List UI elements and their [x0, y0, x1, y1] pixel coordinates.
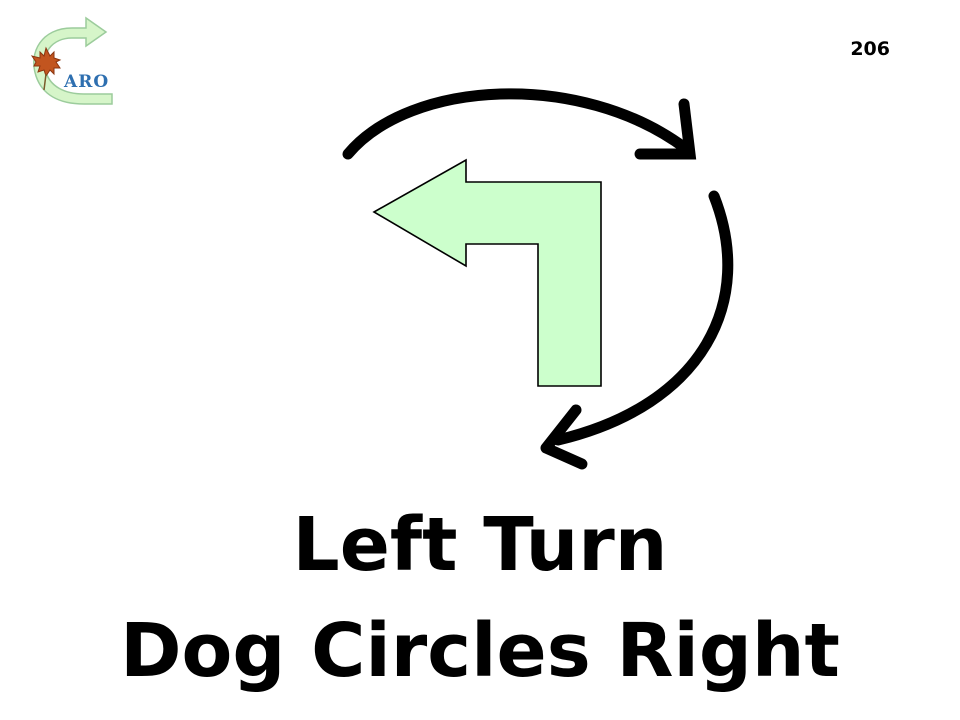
- sign-title-line-1: Left Turn: [292, 502, 668, 588]
- sign-title-line-2: Dog Circles Right: [120, 608, 840, 694]
- logo-text: ARO: [64, 72, 110, 92]
- sign-number: 206: [850, 38, 890, 60]
- bottom-arrowhead: [540, 404, 588, 470]
- left-turn-arrow-icon: [372, 158, 602, 387]
- aro-logo: ARO: [14, 14, 124, 114]
- clockwise-circle-arrows-icon: [342, 88, 734, 470]
- right-arc: [552, 190, 734, 446]
- turn-graphic: [342, 88, 734, 470]
- maple-leaf-circular-arrow-logo-icon: [30, 16, 113, 105]
- top-arrowhead: [634, 98, 697, 160]
- top-arc: [342, 88, 691, 160]
